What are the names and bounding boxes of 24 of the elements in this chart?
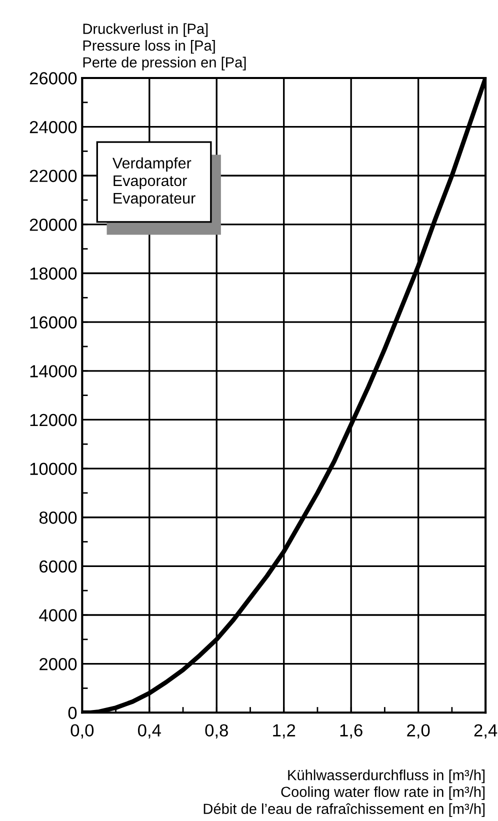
- x-tick-label: 0,0: [70, 724, 94, 739]
- y-tick-label: 10000: [30, 462, 77, 475]
- y-tick-label: 18000: [30, 267, 77, 280]
- y-tick-label: 8000: [39, 512, 77, 524]
- y-tick-label: 4000: [39, 609, 77, 622]
- y-tick-label: 26000: [30, 72, 77, 84]
- y-tick-label: 6000: [40, 560, 77, 573]
- x-tick-label: 0,4: [138, 724, 161, 739]
- y-tick-label: 2000: [40, 658, 77, 670]
- y-tick-label: 24000: [30, 120, 77, 134]
- annotation: Verdampfer Evaporator Evaporateur: [112, 157, 196, 207]
- y-tick-label: 0: [68, 706, 77, 720]
- y-tick-label: 14000: [30, 365, 77, 378]
- x-tick-label: 1,2: [273, 724, 296, 739]
- x-tick-label: 2,0: [407, 724, 430, 739]
- x-tick-label: 0,8: [205, 724, 228, 739]
- y-tick-label: 20000: [30, 218, 77, 231]
- y-tick-label: 12000: [30, 414, 77, 426]
- y-axis-title: Druckverlust in [Pa] Pressure loss in [Pa] Perte de pression en [Pa]: [83, 23, 246, 70]
- x-axis-title: Kühlwasserdurchfluss in [m³/h] Cooling water flow rate in [m³/h] Débit de l’eau de rafraîchissement en [m³/h]: [204, 770, 485, 817]
- y-tick-label: 22000: [30, 170, 77, 182]
- x-tick-label: 2,4: [474, 724, 498, 739]
- y-tick-label: 16000: [30, 316, 77, 329]
- x-tick-label: 1,6: [340, 724, 362, 739]
